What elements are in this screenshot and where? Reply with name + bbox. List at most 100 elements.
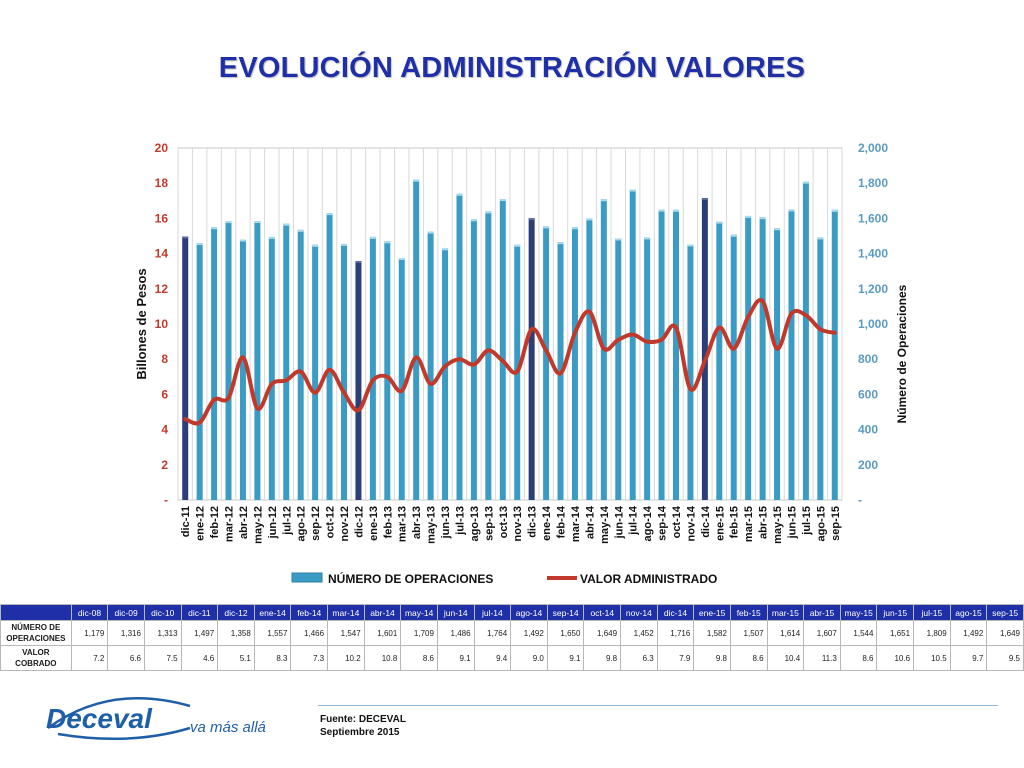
bar	[831, 209, 838, 500]
source-note: Fuente: DECEVAL Septiembre 2015	[320, 713, 406, 739]
bar-cap	[369, 236, 376, 239]
bar-cap	[485, 211, 492, 214]
table-cell: 1,582	[693, 620, 731, 646]
source-line-1: Fuente: DECEVAL	[320, 714, 406, 725]
bar	[658, 209, 665, 500]
x-tick-label: dic-14	[700, 505, 712, 538]
legend-swatch-operaciones	[291, 572, 323, 583]
chart-legend: NÚMERO DE OPERACIONES VALOR ADMINISTRADO	[291, 571, 717, 586]
x-tick-label: jun-15	[786, 506, 798, 539]
data-table: dic-08 dic-09 dic-10 dic-11 dic-12 ene-14 feb-…	[0, 604, 1024, 671]
bar	[485, 211, 492, 501]
table-column-header: dic-14	[656, 604, 695, 621]
table-cell: 1,547	[327, 620, 365, 646]
legend-label-valor: VALOR ADMINISTRADO	[580, 572, 717, 586]
y-left-tick-label: 14	[155, 247, 169, 261]
x-tick-label: mar-12	[224, 506, 236, 542]
table-column-header: jun-14	[436, 604, 475, 621]
x-tick-label: nov-14	[685, 505, 697, 541]
bar-cap	[730, 234, 737, 237]
bar-cap	[254, 221, 261, 224]
x-tick-label: abr-15	[758, 506, 770, 539]
legend-label-operaciones: NÚMERO DE OPERACIONES	[328, 571, 493, 586]
bar-cap	[384, 241, 391, 244]
bar-cap	[268, 236, 275, 239]
bar-cap	[413, 179, 420, 182]
table-column-header: dic-11	[180, 604, 219, 621]
x-tick-label: nov-12	[339, 506, 351, 541]
x-tick-label: may-15	[772, 506, 784, 544]
table-cell: 10.5	[913, 645, 951, 671]
bar	[326, 213, 333, 500]
y-left-tick-label: 20	[155, 141, 169, 155]
bar	[211, 227, 218, 500]
line-valor-administrado	[183, 297, 837, 426]
table-cell: 1,358	[217, 620, 255, 646]
x-tick-label: oct-14	[671, 505, 683, 538]
table-cell: 7.5	[143, 645, 182, 671]
bar	[384, 241, 391, 500]
y-right-axis-title: Número de Operaciones	[895, 284, 909, 423]
table-cell: 1,557	[253, 620, 292, 646]
table-column-header: ene-15	[693, 604, 731, 621]
table-row: NÚMERO DE OPERACIONES 1,179 1,316 1,313 1,497…	[0, 620, 1024, 646]
table-column-header: abr-15	[803, 604, 841, 621]
table-cell: 1,492	[949, 620, 988, 646]
bar-cap	[687, 244, 694, 247]
table-column-header: dic-08	[70, 604, 109, 621]
table-column-header: jul-15	[913, 604, 951, 621]
bar-cap	[673, 209, 679, 212]
bar	[312, 244, 319, 500]
table-column-header: mar-15	[766, 604, 805, 621]
table-cell: 1,179	[70, 620, 109, 646]
table-cell: 8.6	[839, 645, 878, 671]
table-cell: 5.1	[217, 645, 255, 671]
bar-cap	[788, 209, 795, 212]
table-cell: 1,544	[839, 620, 878, 646]
x-tick-label: mar-13	[397, 506, 409, 542]
bar-cap	[196, 243, 203, 246]
y-left-tick-label: 8	[161, 352, 168, 366]
table-cell: 9.4	[473, 645, 512, 671]
bar-cap	[427, 231, 434, 234]
y-left-tick-label: 2	[161, 458, 168, 472]
table-column-header: dic-09	[107, 604, 145, 621]
bar-cap	[341, 243, 347, 246]
y-right-tick-label: 600	[858, 387, 878, 401]
table-cell: 8.3	[253, 645, 292, 671]
table-cell: 9.0	[510, 645, 548, 671]
bar-cap	[615, 238, 622, 241]
table-cell: 9.7	[949, 645, 988, 671]
table-cell: 10.4	[766, 645, 805, 671]
bar	[355, 260, 362, 500]
x-tick-label: ene-12	[195, 506, 207, 541]
logo-swoosh-top	[47, 697, 191, 730]
bar-cap	[326, 213, 333, 216]
x-tick-label: feb-13	[382, 506, 394, 538]
bar-cap	[355, 260, 362, 263]
table-cell: 1,649	[986, 620, 1024, 646]
x-tick-label: may-14	[599, 505, 611, 544]
bar	[254, 221, 261, 501]
table-column-header: ene-14	[253, 604, 292, 621]
y-right-tick-label: 1,800	[858, 176, 888, 190]
table-cell: 9.5	[986, 645, 1024, 671]
bar-cap	[745, 215, 752, 218]
table-column-header: jun-15	[876, 604, 915, 621]
bar-cap	[182, 236, 189, 239]
x-tick-label: abr-14	[584, 505, 596, 539]
y-left-tick-label: 18	[155, 176, 169, 190]
bar	[369, 236, 376, 500]
bar-cap	[600, 199, 607, 202]
table-corner	[0, 604, 72, 621]
table-column-header: mar-14	[327, 604, 365, 621]
table-cell: 1,452	[620, 620, 658, 646]
table-cell: 7.9	[656, 645, 695, 671]
bar-cap	[283, 223, 290, 226]
table-cell: 1,649	[583, 620, 622, 646]
table-cell: 1,651	[876, 620, 915, 646]
chart-axes: - 2 4 6 8 10 12 14 16 18 20 - 200 400 600 800 1,000 1,200…	[134, 141, 909, 544]
bar-cap	[543, 226, 550, 229]
bar-cap	[759, 217, 766, 220]
table-cell: 9.1	[546, 645, 585, 671]
